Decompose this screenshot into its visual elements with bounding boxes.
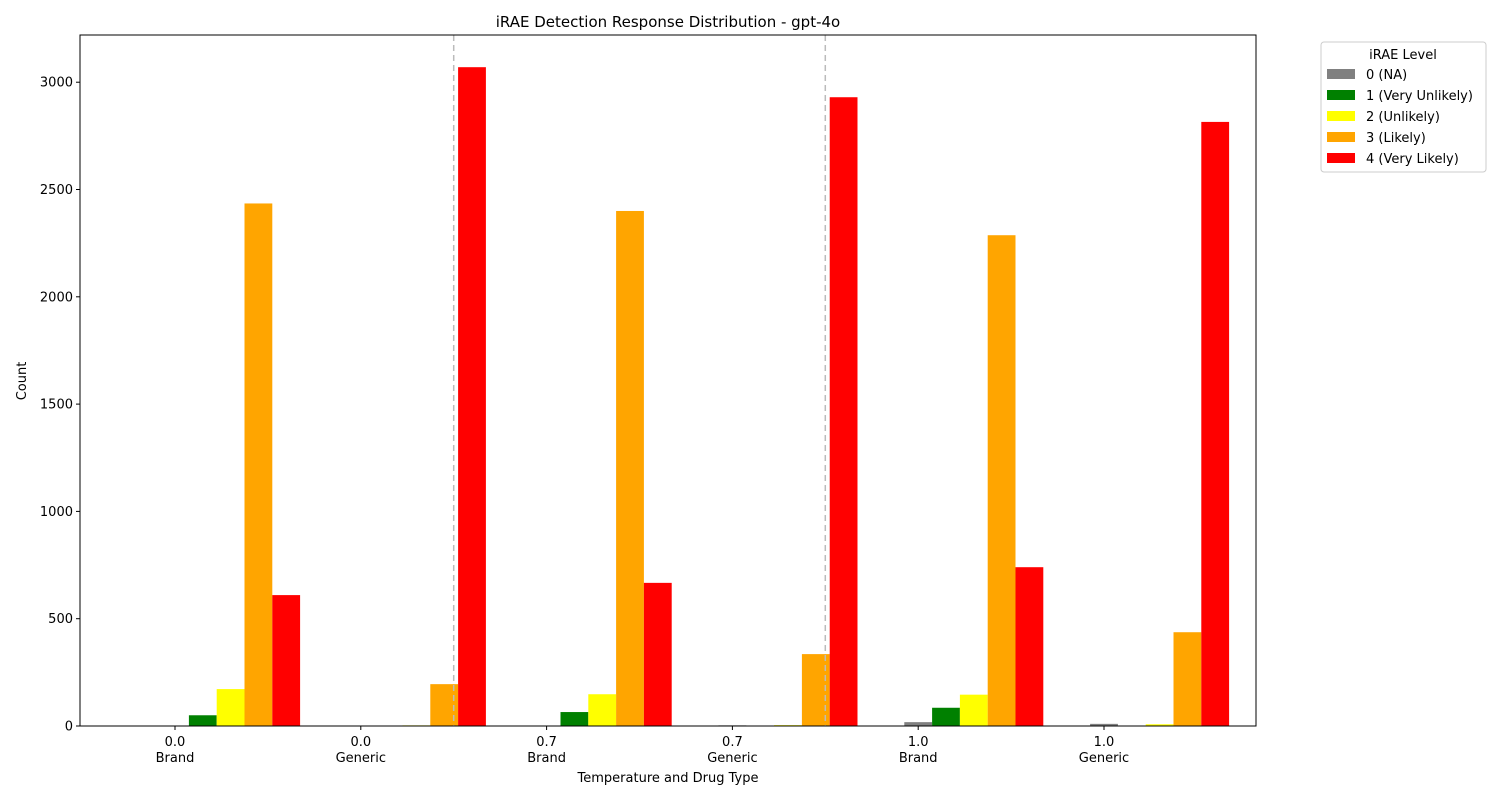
x-tick-label-drug-type: Brand xyxy=(527,751,566,766)
x-tick-label-drug-type: Brand xyxy=(156,751,195,766)
x-tick-label-temperature: 1.0 xyxy=(908,735,929,750)
legend: iRAE Level 0 (NA) 1 (Very Unlikely) 2 (Unl… xyxy=(1320,41,1487,173)
x-tick-label-drug-type: Generic xyxy=(707,751,757,766)
x-tick-label-drug-type: Generic xyxy=(1079,751,1129,766)
bar-3-cat-4 xyxy=(987,235,1016,726)
legend-swatch xyxy=(1327,90,1355,100)
bar-4-cat-2 xyxy=(643,582,672,726)
legend-entry-label: 3 (Likely) xyxy=(1366,131,1426,146)
legend-swatch xyxy=(1327,153,1355,163)
bar-3-cat-0 xyxy=(244,203,273,726)
legend-entry-label: 0 (NA) xyxy=(1366,68,1407,83)
x-tick-label-temperature: 0.0 xyxy=(165,735,186,750)
legend-entry-label: 1 (Very Unlikely) xyxy=(1366,89,1473,104)
bar-1-cat-4 xyxy=(932,707,960,726)
bar-4-cat-4 xyxy=(1015,567,1044,726)
legend-title: iRAE Level xyxy=(1369,48,1437,63)
bar-2-cat-5 xyxy=(1145,724,1174,726)
bar-2-cat-4 xyxy=(959,694,988,726)
y-tick-label: 2000 xyxy=(40,290,73,305)
y-tick-label: 1000 xyxy=(40,505,73,520)
bar-2-cat-2 xyxy=(588,694,617,726)
y-tick-label: 3000 xyxy=(40,76,73,91)
legend-entry-label: 4 (Very Likely) xyxy=(1366,152,1459,167)
legend-swatch xyxy=(1327,132,1355,142)
legend-entry-label: 2 (Unlikely) xyxy=(1366,110,1440,125)
legend-frame xyxy=(1320,41,1487,173)
y-tick-label: 2500 xyxy=(40,183,73,198)
y-tick-label: 500 xyxy=(48,612,73,627)
bar-4-cat-5 xyxy=(1201,121,1230,726)
x-tick-label-drug-type: Generic xyxy=(336,751,386,766)
bar-3-cat-2 xyxy=(616,210,644,727)
x-tick-label-temperature: 0.7 xyxy=(722,735,743,750)
x-tick-label-temperature: 0.0 xyxy=(350,735,371,750)
bar-4-cat-3 xyxy=(829,97,858,727)
plot-area: 0500100015002000250030000.0Brand0.0Gener… xyxy=(40,34,1257,766)
legend-swatch xyxy=(1327,111,1355,121)
x-axis-label: Temperature and Drug Type xyxy=(577,771,759,786)
bar-3-cat-5 xyxy=(1173,632,1202,726)
x-tick-label-drug-type: Brand xyxy=(899,751,938,766)
bar-4-cat-0 xyxy=(272,595,301,726)
bar-0-cat-5 xyxy=(1090,723,1118,726)
bar-2-cat-0 xyxy=(216,689,245,726)
y-axis-label: Count xyxy=(15,362,30,401)
bar-4-cat-1 xyxy=(458,67,486,726)
x-tick-label-temperature: 1.0 xyxy=(1094,735,1115,750)
bar-0-cat-4 xyxy=(904,722,933,726)
bar-1-cat-2 xyxy=(560,712,589,726)
bar-1-cat-0 xyxy=(188,715,217,726)
y-tick-label: 1500 xyxy=(40,398,73,413)
plot-frame xyxy=(79,34,1257,727)
x-tick-label-temperature: 0.7 xyxy=(536,735,557,750)
chart-title: iRAE Detection Response Distribution - g… xyxy=(496,13,840,31)
legend-swatch xyxy=(1327,69,1355,79)
y-tick-label: 0 xyxy=(65,720,73,735)
